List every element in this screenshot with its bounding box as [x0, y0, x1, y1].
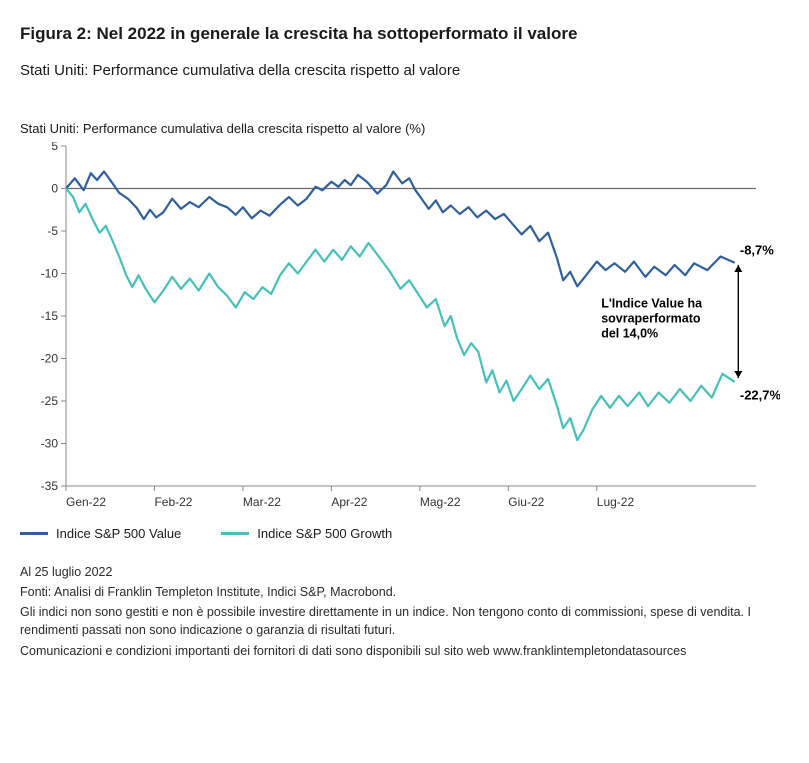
line-chart-svg: 5 0 -5 -10 -15 -20 -25 -30 -35 Gen-22 Feb-22 Mar-22…	[20, 142, 780, 518]
svg-text:Feb-22: Feb-22	[154, 495, 192, 509]
svg-text:Apr-22: Apr-22	[331, 495, 367, 509]
legend-swatch-icon	[221, 532, 249, 535]
legend-item-growth: Indice S&P 500 Growth	[221, 526, 392, 541]
svg-text:-8,7%: -8,7%	[740, 242, 774, 257]
chart-axis-title: Stati Uniti: Performance cumulativa dell…	[20, 121, 789, 136]
figure-subtitle: Stati Uniti: Performance cumulativa dell…	[20, 62, 789, 79]
chart-area: 5 0 -5 -10 -15 -20 -25 -30 -35 Gen-22 Feb-22 Mar-22…	[20, 142, 780, 518]
legend-swatch-icon	[20, 532, 48, 535]
svg-text:Gen-22: Gen-22	[66, 495, 106, 509]
svg-text:-10: -10	[41, 267, 59, 281]
legend-label: Indice S&P 500 Value	[56, 526, 181, 541]
svg-text:-35: -35	[41, 479, 59, 493]
svg-text:Mag-22: Mag-22	[420, 495, 461, 509]
svg-text:-20: -20	[41, 352, 59, 366]
figure-footer: Al 25 luglio 2022 Fonti: Analisi di Fran…	[20, 563, 789, 660]
svg-text:Giu-22: Giu-22	[508, 495, 544, 509]
svg-text:-30: -30	[41, 437, 59, 451]
footer-date: Al 25 luglio 2022	[20, 563, 789, 581]
svg-text:-22,7%: -22,7%	[740, 387, 780, 402]
svg-text:5: 5	[51, 142, 58, 153]
legend-label: Indice S&P 500 Growth	[257, 526, 392, 541]
footer-disclaimer: Comunicazioni e condizioni importanti de…	[20, 642, 789, 660]
svg-text:-15: -15	[41, 309, 59, 323]
svg-text:-25: -25	[41, 394, 59, 408]
svg-text:sovraperformato: sovraperformato	[601, 312, 701, 326]
svg-text:Mar-22: Mar-22	[243, 495, 281, 509]
figure-container: Figura 2: Nel 2022 in generale la cresci…	[0, 0, 809, 680]
chart-legend: Indice S&P 500 Value Indice S&P 500 Grow…	[20, 526, 789, 541]
svg-text:-5: -5	[47, 224, 58, 238]
svg-text:0: 0	[51, 182, 58, 196]
svg-text:del 14,0%: del 14,0%	[601, 327, 658, 341]
footer-disclaimer: Gli indici non sono gestiti e non è poss…	[20, 603, 789, 639]
footer-sources: Fonti: Analisi di Franklin Templeton Ins…	[20, 583, 789, 601]
legend-item-value: Indice S&P 500 Value	[20, 526, 181, 541]
svg-text:Lug-22: Lug-22	[597, 495, 635, 509]
svg-text:L'Indice Value ha: L'Indice Value ha	[601, 297, 703, 311]
figure-title: Figura 2: Nel 2022 in generale la cresci…	[20, 24, 789, 44]
